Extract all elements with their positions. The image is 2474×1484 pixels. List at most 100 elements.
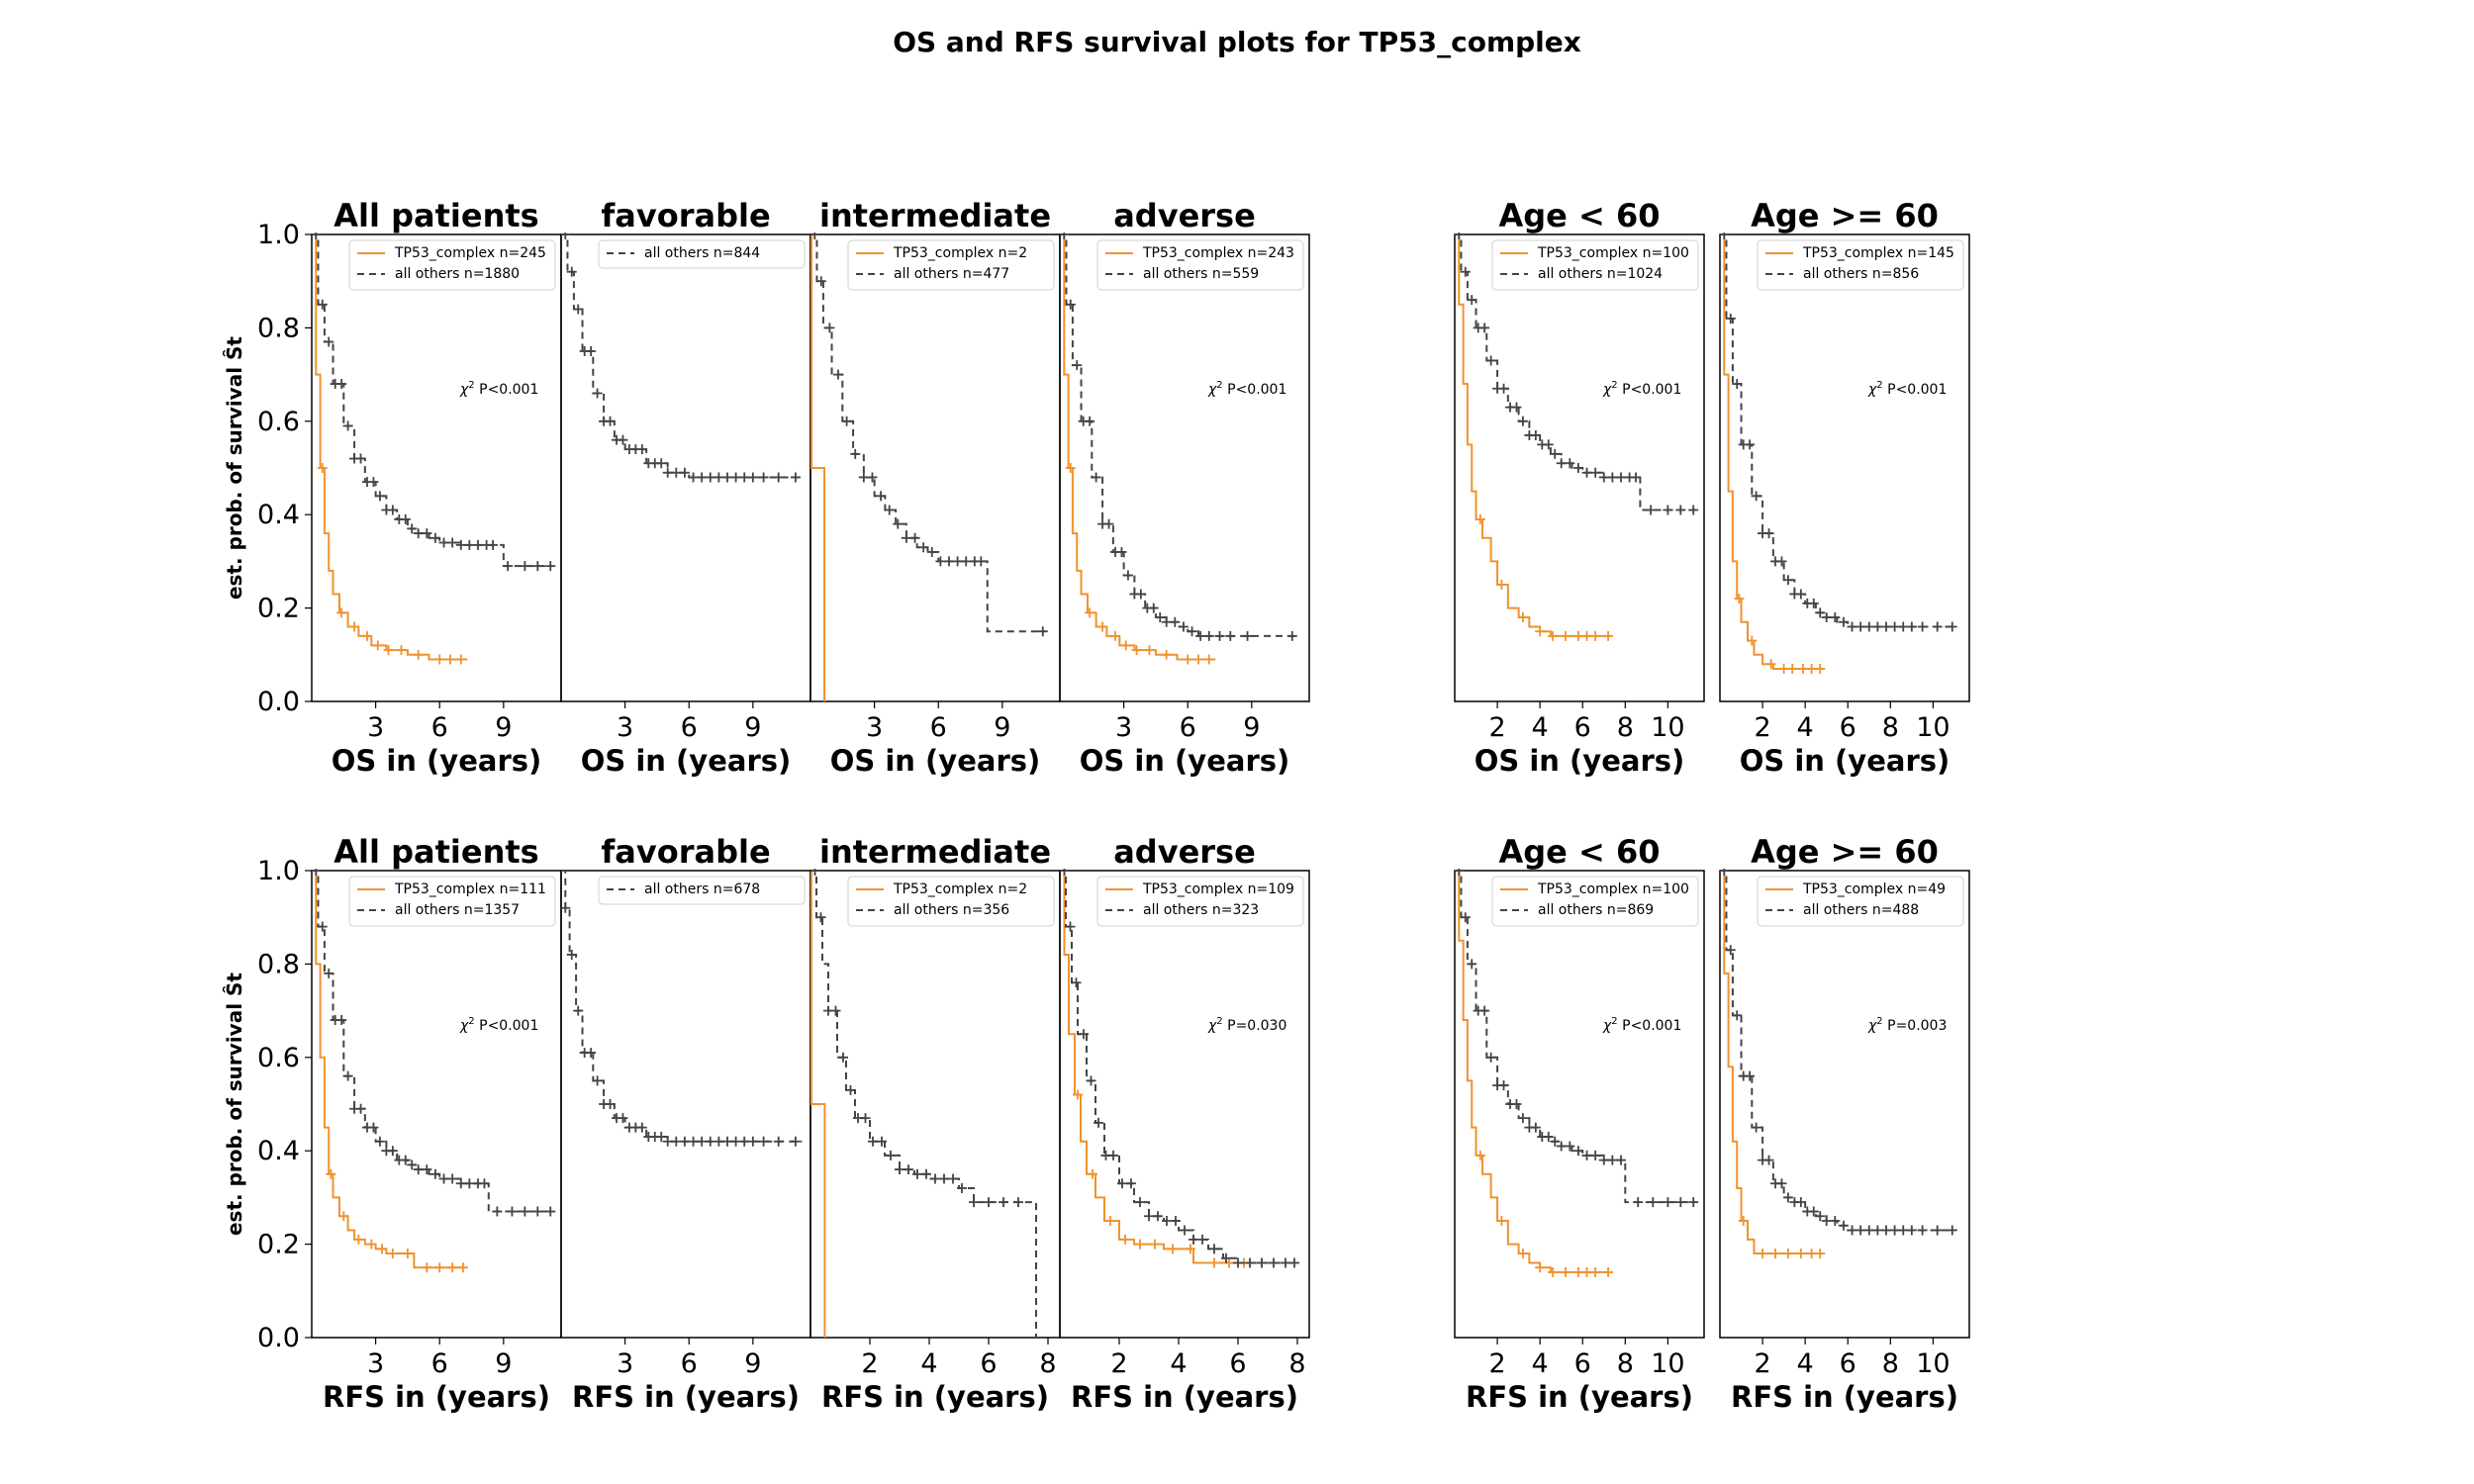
panel-frame xyxy=(1454,870,1705,1339)
panel-series xyxy=(1455,869,1699,1277)
censor-mark-others xyxy=(1245,1257,1255,1268)
censor-mark-others xyxy=(1530,429,1541,440)
censor-mark-others xyxy=(355,453,366,464)
censor-mark-others xyxy=(342,1070,353,1081)
censor-mark-others xyxy=(1906,621,1917,632)
censor-mark-mutant xyxy=(445,654,455,665)
censor-mark-others xyxy=(1675,1197,1686,1208)
censor-mark-others xyxy=(1782,1192,1793,1203)
censor-mark-others xyxy=(1932,621,1943,632)
legend-entry: all others n=559 xyxy=(1143,266,1259,282)
censor-mark-others xyxy=(714,1136,724,1147)
censor-mark-mutant xyxy=(1131,645,1142,656)
censor-mark-others xyxy=(1616,472,1626,483)
censor-mark-others xyxy=(1720,869,1730,876)
row-rfs: est. prob. of survival Ŝt All patients 3 6 9… xyxy=(223,833,1970,1414)
censor-mark-others xyxy=(507,1206,518,1217)
censor-mark-mutant xyxy=(1144,645,1155,656)
survival-curve-mutant xyxy=(312,233,468,661)
panel-series xyxy=(561,870,803,1147)
censor-mark-others xyxy=(566,266,577,277)
p-value-annotation: χ2 P<0.001 xyxy=(1867,380,1947,398)
panel-frame xyxy=(1719,233,1970,702)
censor-mark-others xyxy=(1607,1155,1618,1165)
legend-entry: all others n=356 xyxy=(894,902,1009,918)
panel-frame xyxy=(809,870,1061,1339)
panel-title: All patients xyxy=(333,197,538,234)
censor-mark-mutant xyxy=(1120,1234,1130,1245)
censor-mark-others xyxy=(1543,1132,1554,1143)
legend-box xyxy=(348,876,556,927)
p-value-annotation: χ2 P<0.001 xyxy=(1207,380,1286,398)
censor-mark-others xyxy=(1498,1080,1509,1091)
x-tick-label: 8 xyxy=(1617,712,1634,743)
censor-mark-others xyxy=(1072,360,1083,371)
censor-mark-others xyxy=(1144,1211,1154,1222)
censor-mark-others xyxy=(1872,621,1883,632)
x-tick-label: 6 xyxy=(1180,712,1196,743)
censor-mark-others xyxy=(845,1084,856,1095)
censor-mark-mutant xyxy=(1135,1239,1145,1250)
censor-mark-others xyxy=(1161,616,1172,627)
x-tick-label: 3 xyxy=(617,712,633,743)
censor-mark-others xyxy=(1590,467,1601,478)
censor-mark-others xyxy=(867,472,878,483)
panel-title: favorable xyxy=(601,197,770,234)
panel-series xyxy=(561,232,803,483)
legend-entry: all others n=856 xyxy=(1803,266,1919,282)
x-tick-label: 6 xyxy=(1840,712,1856,743)
censor-mark-mutant xyxy=(387,1249,398,1259)
censor-mark-others xyxy=(336,1015,347,1026)
censor-mark-others xyxy=(921,1168,931,1179)
censor-mark-others xyxy=(739,1136,750,1147)
censor-mark-others xyxy=(656,1132,667,1143)
censor-mark-mutant xyxy=(1747,635,1758,646)
censor-mark-others xyxy=(1889,1225,1900,1236)
censor-mark-others xyxy=(1808,1206,1819,1217)
censor-mark-others xyxy=(1581,467,1592,478)
censor-mark-others xyxy=(895,1164,904,1175)
censor-mark-others xyxy=(662,1136,673,1147)
censor-mark-others xyxy=(1155,612,1166,623)
censor-mark-others xyxy=(1203,630,1214,641)
censor-mark-mutant xyxy=(377,1244,388,1254)
censor-mark-others xyxy=(1148,603,1159,613)
survival-curve-mutant xyxy=(810,233,825,701)
censor-mark-others xyxy=(1189,1234,1198,1245)
censor-mark-others xyxy=(1517,1113,1528,1124)
p-value-annotation: χ2 P<0.001 xyxy=(1602,1016,1681,1034)
censor-mark-others xyxy=(976,556,987,567)
x-tick-label: 8 xyxy=(1882,1348,1899,1379)
censor-mark-others xyxy=(1085,416,1095,426)
legend-box xyxy=(598,876,806,905)
legend-entry: all others n=488 xyxy=(1803,902,1919,918)
p-value-annotation: χ2 P<0.001 xyxy=(459,1016,538,1034)
panel-frame xyxy=(560,233,811,702)
x-axis-label: RFS in (years) xyxy=(1071,1380,1298,1414)
survival-curve-others xyxy=(561,870,803,1143)
legend-entry: TP53_complex n=111 xyxy=(394,881,546,897)
x-tick-label: 10 xyxy=(1651,712,1684,743)
censor-mark-others xyxy=(355,1103,366,1114)
censor-mark-others xyxy=(984,1197,994,1208)
censor-mark-others xyxy=(722,472,732,483)
censor-mark-mutant xyxy=(336,607,347,618)
censor-mark-mutant xyxy=(1765,659,1776,670)
censor-mark-others xyxy=(1598,1155,1609,1165)
censor-mark-others xyxy=(1195,630,1206,641)
censor-mark-others xyxy=(1071,977,1082,988)
x-tick-label: 2 xyxy=(1488,712,1505,743)
censor-mark-others xyxy=(473,539,483,550)
censor-mark-mutant xyxy=(353,1234,364,1245)
x-axis-label: RFS in (years) xyxy=(323,1380,550,1414)
x-axis-label: OS in (years) xyxy=(1475,744,1685,778)
legend-entry: TP53_complex n=49 xyxy=(1802,881,1946,897)
censor-mark-others xyxy=(1108,1150,1118,1160)
survival-curve-others xyxy=(1720,870,1954,1232)
x-tick-label: 8 xyxy=(1288,1348,1305,1379)
censor-mark-others xyxy=(1663,505,1673,515)
y-tick-label: 0.6 xyxy=(257,407,300,437)
censor-mark-mutant xyxy=(317,463,328,473)
censor-mark-others xyxy=(1720,232,1730,239)
legend-entry: all others n=1357 xyxy=(395,902,520,918)
